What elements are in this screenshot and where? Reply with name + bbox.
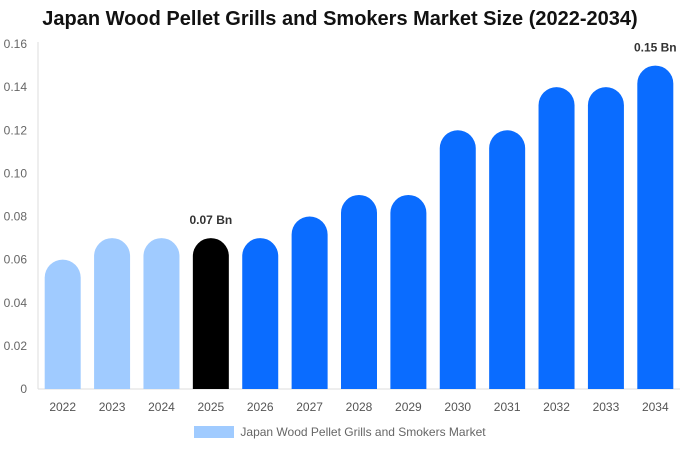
x-tick-label: 2028 [346, 400, 373, 414]
y-tick-label: 0.06 [4, 253, 28, 267]
chart-legend: Japan Wood Pellet Grills and Smokers Mar… [0, 425, 680, 439]
y-tick-label: 0.16 [4, 37, 28, 51]
data-label: 0.15 Bn [634, 41, 677, 55]
x-tick-label: 2027 [296, 400, 323, 414]
x-tick-label: 2024 [148, 400, 175, 414]
x-tick-label: 2031 [494, 400, 521, 414]
x-tick-label: 2029 [395, 400, 422, 414]
y-tick-label: 0.14 [4, 80, 28, 94]
bar-2025 [192, 238, 229, 389]
x-tick-label: 2023 [99, 400, 126, 414]
y-tick-label: 0.12 [4, 123, 28, 137]
bar-2024 [143, 238, 180, 389]
legend-label: Japan Wood Pellet Grills and Smokers Mar… [240, 425, 486, 439]
bar-2028 [341, 194, 377, 389]
y-tick-label: 0.02 [4, 339, 28, 353]
x-tick-label: 2030 [444, 400, 471, 414]
y-tick-label: 0.04 [4, 296, 28, 310]
x-tick-label: 2026 [247, 400, 274, 414]
legend-swatch [194, 426, 235, 438]
y-tick-label: 0 [20, 382, 27, 396]
x-tick-label: 2033 [593, 400, 620, 414]
bar-2032 [538, 87, 575, 389]
data-label: 0.07 Bn [190, 213, 233, 227]
bar-2027 [291, 216, 328, 389]
x-tick-label: 2034 [642, 400, 669, 414]
chart-title: Japan Wood Pellet Grills and Smokers Mar… [42, 8, 638, 30]
bar-2029 [390, 194, 427, 389]
bar-2026 [242, 238, 279, 389]
x-tick-label: 2022 [49, 400, 76, 414]
bar-2034 [637, 65, 674, 389]
bar-2023 [94, 238, 131, 389]
bar-2031 [489, 130, 526, 389]
y-tick-label: 0.08 [4, 210, 28, 224]
bar-2022 [44, 259, 81, 389]
x-tick-label: 2032 [543, 400, 570, 414]
x-tick-label: 2025 [197, 400, 224, 414]
bar-2030 [439, 130, 476, 390]
y-tick-label: 0.10 [4, 166, 28, 180]
bar-2033 [587, 87, 624, 389]
